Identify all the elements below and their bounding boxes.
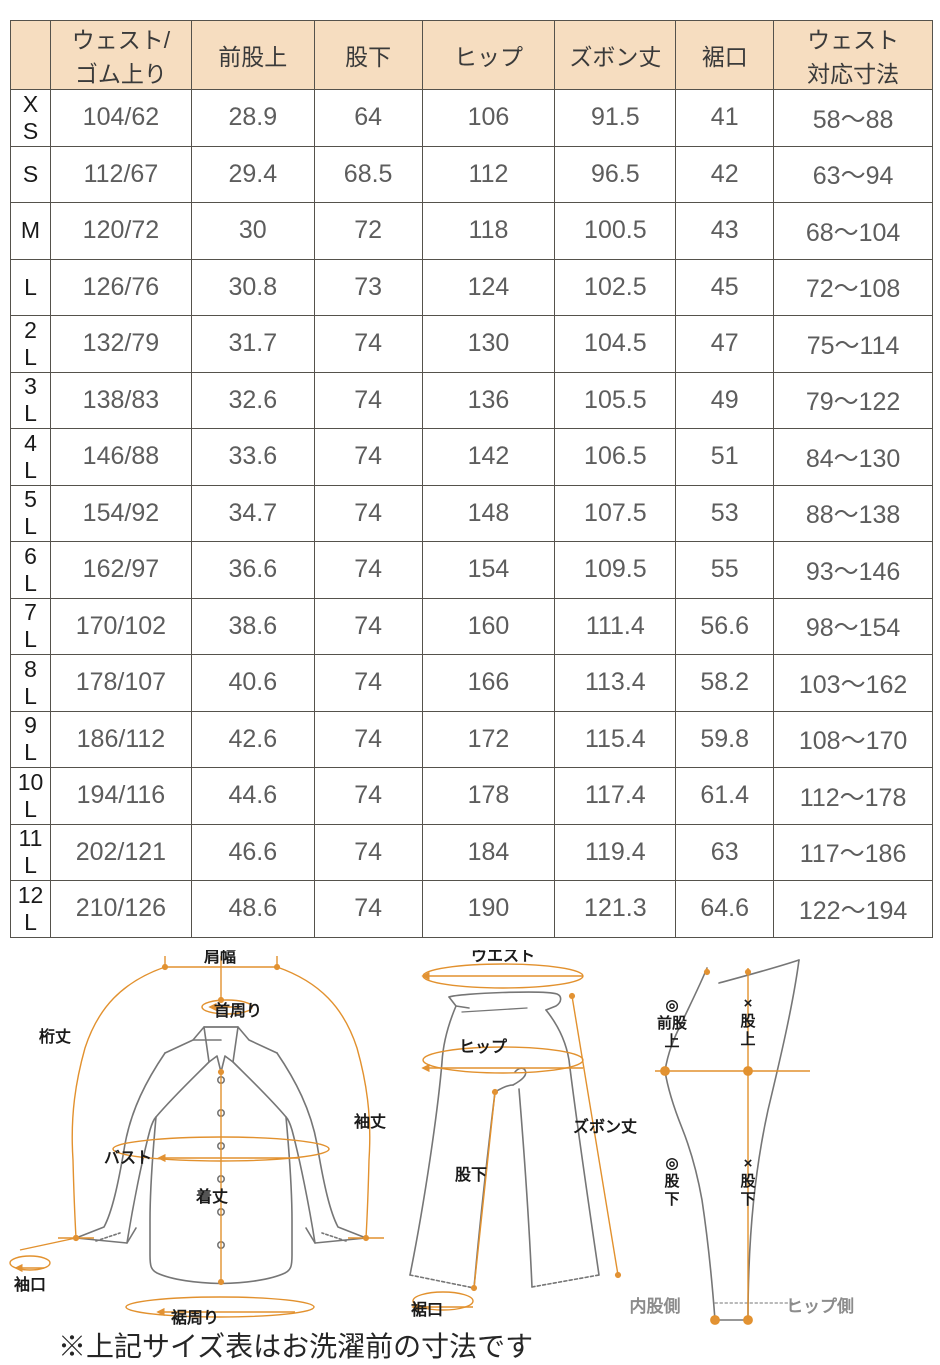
svg-text:上: 上	[664, 1033, 679, 1050]
svg-text:裾口: 裾口	[411, 1300, 443, 1319]
svg-text:下: 下	[740, 1191, 755, 1208]
svg-text:股下: 股下	[455, 1166, 487, 1184]
svg-text:×: ×	[744, 995, 753, 1012]
svg-text:袖口: 袖口	[14, 1275, 46, 1294]
svg-text:ズボン丈: ズボン丈	[573, 1117, 637, 1136]
svg-text:股: 股	[664, 1173, 680, 1190]
svg-text:上: 上	[740, 1031, 755, 1048]
svg-text:着丈: 着丈	[195, 1187, 228, 1206]
svg-text:下: 下	[664, 1191, 679, 1208]
svg-text:股: 股	[740, 1013, 756, 1030]
svg-text:首周り: 首周り	[214, 1001, 262, 1020]
svg-text:股: 股	[740, 1173, 756, 1190]
svg-text:バスト: バスト	[104, 1149, 152, 1167]
svg-text:×: ×	[744, 1155, 753, 1172]
svg-text:内股側: 内股側	[630, 1296, 681, 1316]
svg-text:前股: 前股	[657, 1014, 688, 1032]
svg-text:◎: ◎	[665, 997, 678, 1014]
svg-text:桁丈: 桁丈	[39, 1027, 71, 1046]
svg-text:袖丈: 袖丈	[354, 1112, 386, 1131]
svg-text:ヒップ側: ヒップ側	[786, 1296, 854, 1316]
svg-text:ヒップ: ヒップ	[459, 1037, 508, 1056]
svg-text:ウエスト: ウエスト	[471, 950, 535, 965]
svg-text:肩幅: 肩幅	[204, 950, 236, 966]
svg-text:◎: ◎	[665, 1155, 678, 1172]
